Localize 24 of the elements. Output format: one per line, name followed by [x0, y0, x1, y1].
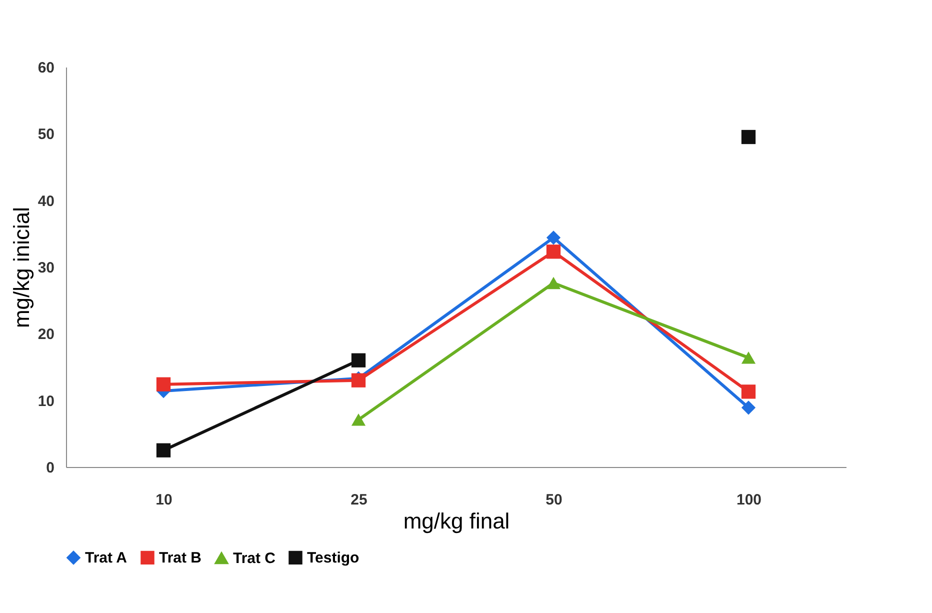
legend-label: Trat C	[233, 550, 276, 568]
y-tick-label: 10	[38, 392, 54, 410]
x-tick-label: 10	[156, 492, 172, 508]
legend-label: Testigo	[307, 550, 360, 567]
legend-label: Trat A	[85, 550, 128, 567]
point	[741, 352, 756, 364]
point	[546, 244, 561, 259]
x-tick-label: 100	[736, 492, 762, 508]
y-tick-label: 20	[38, 326, 54, 344]
y-tick-label: 50	[38, 126, 54, 144]
y-axis-title: mg/kg inicial	[8, 206, 34, 328]
point	[741, 400, 756, 415]
y-tick-label: 60	[38, 60, 54, 76]
point	[546, 276, 561, 290]
x-axis-title: mg/kg final	[403, 508, 510, 534]
x-tick-label: 50	[546, 492, 562, 508]
y-tick-label: 40	[38, 192, 54, 210]
legend-label: Trat B	[159, 550, 202, 567]
point	[741, 384, 756, 399]
y-tick-label: 30	[38, 260, 54, 276]
point	[741, 130, 756, 144]
point	[546, 230, 561, 245]
y-tick-label: 0	[46, 460, 54, 476]
x-tick-label: 25	[350, 492, 368, 508]
